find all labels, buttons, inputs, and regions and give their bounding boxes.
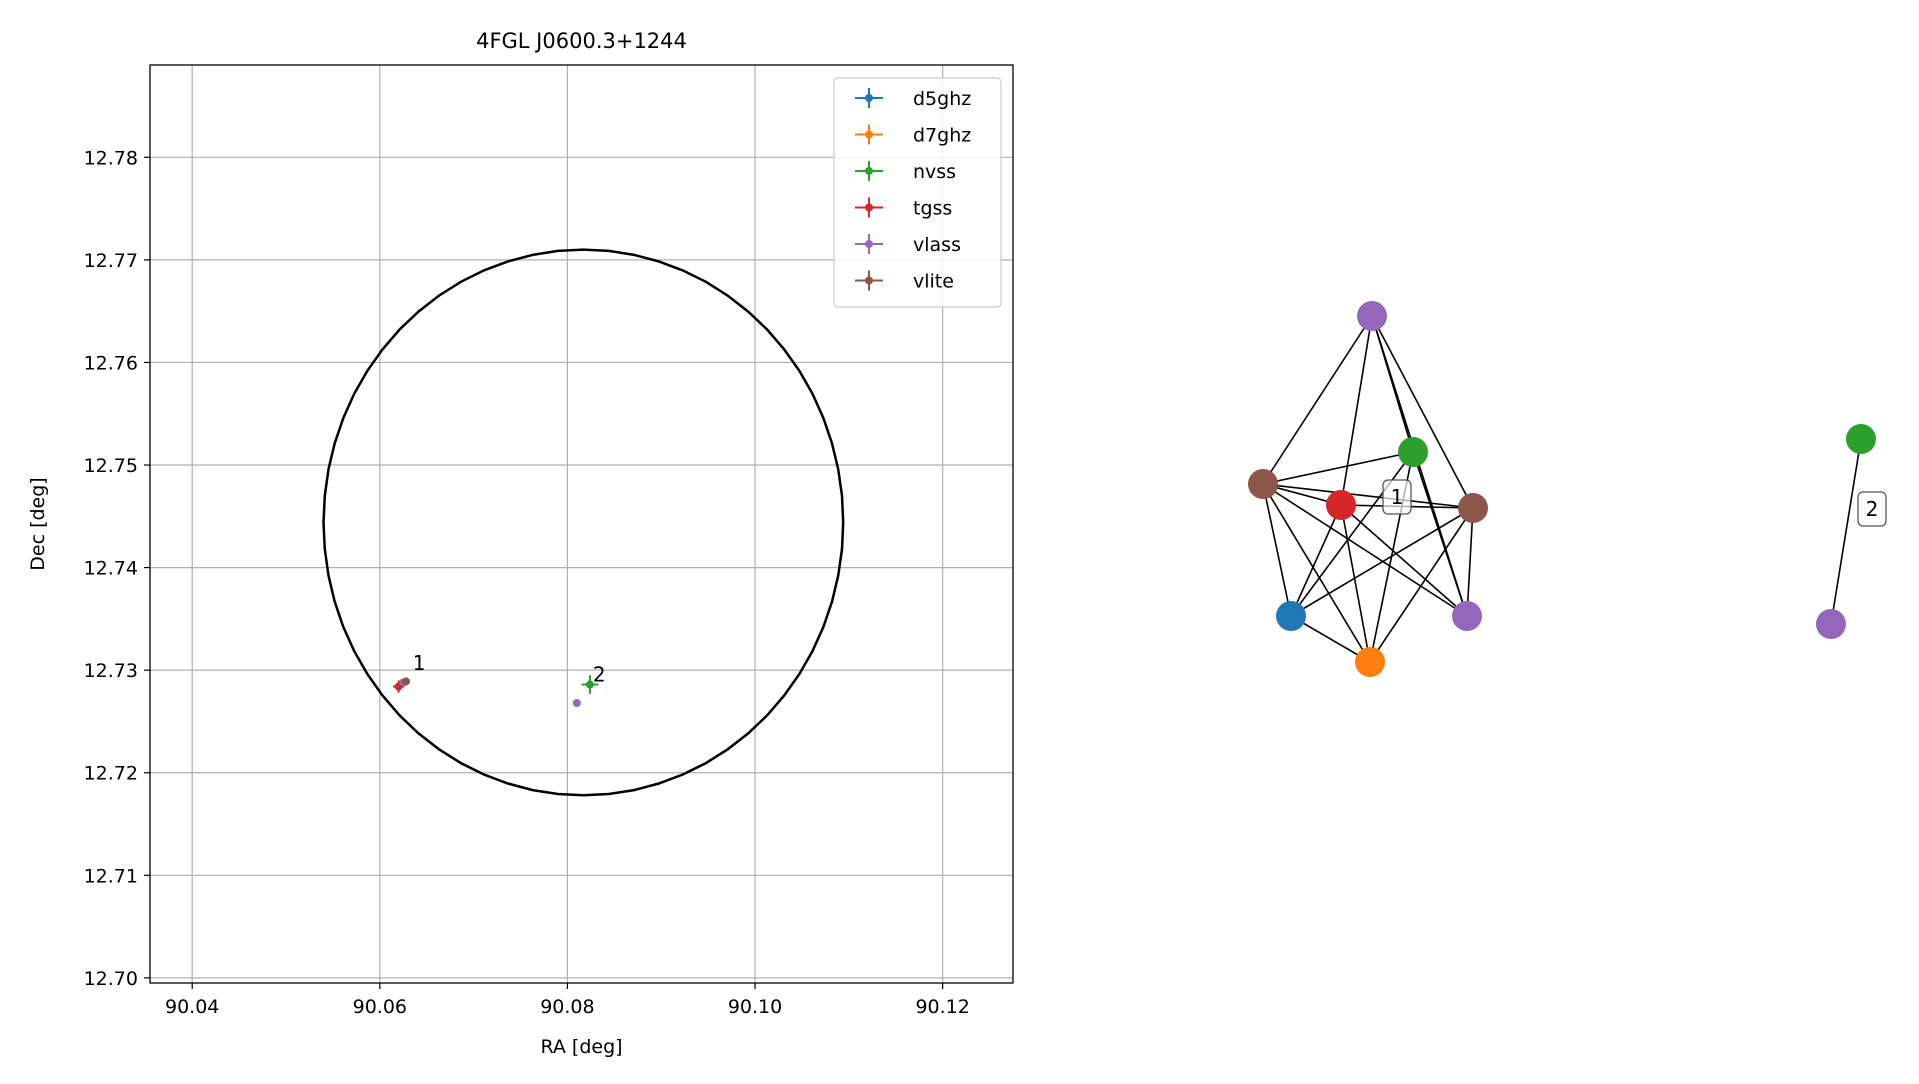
graph-node (1326, 490, 1356, 520)
graph-edge (1412, 451, 1468, 617)
graph-node (1816, 609, 1846, 639)
graph-edge (1262, 451, 1414, 485)
graph-node (1276, 601, 1306, 631)
graph-edge (1262, 483, 1474, 509)
graph-node (1846, 424, 1876, 454)
cluster-label: 1 (1391, 485, 1404, 509)
x-tick-label: 90.12 (915, 996, 969, 1018)
legend-marker-dot (865, 203, 873, 212)
graph-node (1355, 647, 1385, 677)
graph-edge (1290, 507, 1474, 617)
graph-edge (1262, 483, 1468, 617)
graph-node (1458, 493, 1488, 523)
graph-edge (1369, 507, 1474, 663)
legend-marker-dot (865, 167, 873, 175)
graph-nodes (1248, 301, 1876, 677)
x-axis-label: RA [deg] (540, 1036, 622, 1058)
graph-edge (1340, 504, 1371, 663)
graph-edge (1371, 315, 1474, 509)
x-tick-label: 90.10 (728, 996, 782, 1018)
legend-label: tgss (913, 198, 952, 220)
x-tick-label: 90.06 (353, 996, 407, 1018)
cluster-label: 2 (1866, 497, 1879, 521)
legend-marker-dot (865, 130, 873, 139)
graph-edge (1290, 615, 1371, 663)
cluster-label-box (1382, 479, 1412, 515)
axes-frame (149, 64, 1014, 984)
legend-marker-dot (865, 94, 873, 102)
error-ellipse-group (322, 248, 845, 797)
point-vlite (402, 677, 411, 686)
point-vlass (572, 698, 581, 707)
y-tick-label: 12.73 (84, 660, 138, 682)
graph-edge (1262, 483, 1371, 663)
x-tick-label: 90.04 (165, 996, 219, 1018)
y-tick-label: 12.78 (84, 147, 138, 169)
error-ellipse (322, 248, 845, 797)
graph-node (1357, 301, 1387, 331)
graph-edge (1340, 315, 1373, 506)
graph-edge (1466, 507, 1474, 617)
graph-edge (1830, 438, 1862, 625)
legend-marker-dot (865, 276, 873, 285)
legend-label: vlass (913, 234, 961, 256)
cluster-label-box (1857, 491, 1887, 527)
graph-node (1398, 437, 1428, 467)
annotation-label: 1 (413, 651, 426, 675)
legend-label: nvss (913, 161, 956, 183)
data-points (392, 675, 599, 707)
y-tick-label: 12.71 (84, 865, 138, 887)
y-tick-label: 12.74 (84, 558, 138, 580)
y-axis-ticks: 12.70 12.71 12.72 12.73 12.74 12.75 12.76 12.77… (84, 147, 150, 990)
y-axis-label: Dec [deg] (27, 477, 49, 570)
point-nvss (585, 680, 594, 689)
graph-edge (1290, 451, 1414, 617)
graph-edge (1340, 504, 1468, 617)
graph-edge (1290, 504, 1342, 617)
graph-edge (1262, 315, 1373, 485)
graph-edge (1262, 483, 1292, 617)
y-tick-label: 12.77 (84, 250, 138, 272)
legend-label: d7ghz (913, 125, 971, 147)
legend-marker-dot (865, 240, 873, 248)
annotation-label: 2 (593, 662, 606, 686)
chart-title: 4FGL J0600.3+1244 (476, 29, 687, 53)
x-axis-ticks: 90.04 90.06 90.08 90.10 90.12 (165, 983, 970, 1018)
graph-node (1452, 601, 1482, 631)
x-tick-label: 90.08 (540, 996, 594, 1018)
legend-label: vlite (913, 271, 954, 293)
graph-edges (1262, 315, 1862, 663)
legend: d5ghz d7ghz nvss tgss vlass vlite (833, 77, 1002, 308)
y-tick-label: 12.70 (84, 968, 138, 990)
y-tick-label: 12.72 (84, 763, 138, 785)
graph-node (1248, 469, 1278, 499)
y-tick-label: 12.75 (84, 455, 138, 477)
y-tick-label: 12.76 (84, 352, 138, 374)
legend-label: d5ghz (913, 88, 971, 110)
